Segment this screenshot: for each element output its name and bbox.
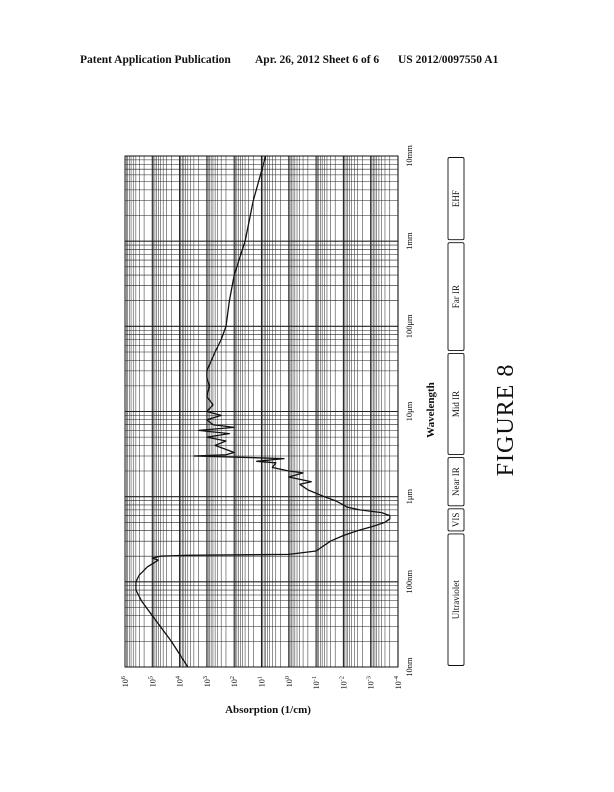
x-axis-title: Wavelength (425, 382, 437, 438)
y-tick-exponent: 4 (175, 675, 182, 679)
plot-frame (124, 155, 399, 668)
header-date-sheet: Apr. 26, 2012 Sheet 6 of 6 (255, 54, 380, 66)
band-box (447, 508, 465, 532)
y-tick-exponent: 6 (120, 675, 127, 679)
absorption-line (135, 155, 391, 668)
y-tick-exponent: -2 (338, 676, 345, 681)
chart-grid (125, 156, 399, 668)
y-tick-label: 101 (257, 676, 267, 687)
band-label: Far IR (451, 285, 461, 308)
band-box (447, 533, 465, 666)
y-tick-label: 103 (202, 676, 212, 687)
y-tick-exponent: 5 (147, 676, 154, 679)
y-tick-label: 106 (120, 675, 130, 687)
x-tick-label: 100nm (404, 570, 414, 594)
y-axis-title: Absorption (1/cm) (225, 704, 311, 716)
x-tick-label: 1μm (404, 489, 414, 505)
y-tick-label: 104 (175, 675, 185, 687)
y-tick-exponent: -1 (311, 676, 318, 681)
band-box (447, 457, 465, 507)
y-tick-exponent: 1 (257, 676, 264, 679)
y-tick-exponent: 0 (284, 676, 291, 679)
header-publication-number: US 2012/0097550 A1 (398, 54, 499, 66)
band-label: Near IR (451, 467, 461, 496)
spectral-bands: Ultraviolet VIS Near IR Mid IR Far IR EHF (447, 157, 465, 666)
y-tick-exponent: 2 (229, 676, 236, 679)
y-tick-label: 10-3 (366, 676, 376, 689)
x-tick-labels: 10nm 100nm 1μm 10μm 100μm 1mm 10mm (404, 145, 414, 677)
y-tick-label: 10-2 (338, 676, 348, 689)
y-tick-exponent: 3 (202, 676, 209, 679)
band-label: VIS (451, 513, 461, 528)
y-tick-exponent: -4 (393, 675, 400, 681)
y-tick-label: 10-1 (311, 676, 321, 689)
y-tick-label: 102 (229, 676, 239, 687)
x-tick-label: 10mm (404, 145, 414, 167)
y-tick-label: 10-4 (393, 675, 403, 689)
band-box (447, 157, 465, 241)
x-tick-label: 100μm (404, 314, 414, 338)
y-tick-label: 105 (147, 676, 157, 687)
header-publication-type: Patent Application Publication (80, 54, 231, 66)
y-tick-exponent: -3 (366, 676, 373, 681)
band-label: Mid IR (451, 391, 461, 417)
figure-label: FIGURE 8 (493, 364, 519, 477)
y-tick-label: 100 (284, 676, 294, 687)
band-label: Ultraviolet (451, 580, 461, 619)
x-tick-label: 1mm (404, 232, 414, 250)
x-tick-label: 10μm (404, 401, 414, 421)
band-box (447, 353, 465, 455)
band-box (447, 242, 465, 351)
x-tick-label: 10nm (404, 657, 414, 677)
band-label: EHF (451, 190, 461, 207)
